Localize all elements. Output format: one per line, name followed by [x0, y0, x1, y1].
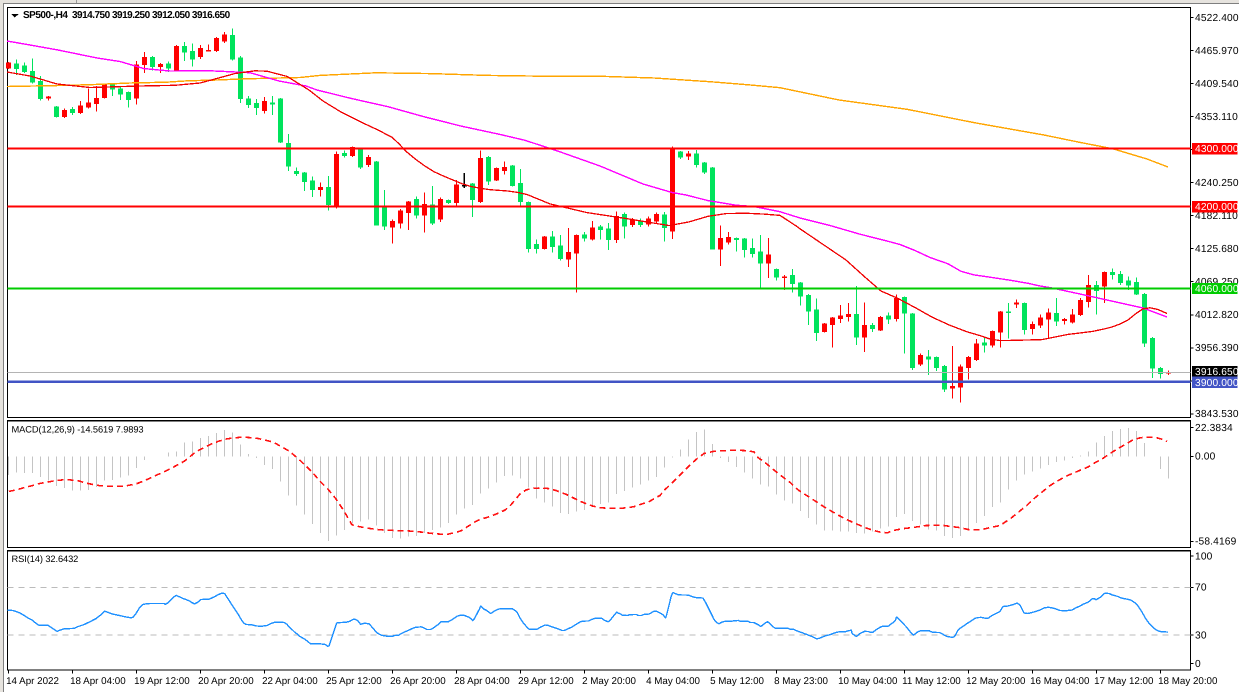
svg-text:4409.540: 4409.540: [1195, 79, 1239, 90]
svg-text:8 May 23:00: 8 May 23:00: [774, 676, 828, 687]
svg-text:100: 100: [1195, 552, 1213, 563]
svg-text:0: 0: [1195, 659, 1201, 670]
svg-text:25 Apr 12:00: 25 Apr 12:00: [326, 676, 382, 687]
svg-text:MACD(12,26,9) -14.5619 7.9893: MACD(12,26,9) -14.5619 7.9893: [12, 425, 144, 435]
svg-text:17 May 12:00: 17 May 12:00: [1094, 676, 1154, 687]
svg-text:3916.650: 3916.650: [1195, 367, 1239, 378]
svg-text:SP500-,H4 3914.750 3919.250 3: SP500-,H4 3914.750 3919.250 3912.050 391…: [23, 10, 231, 21]
svg-text:29 Apr 12:00: 29 Apr 12:00: [518, 676, 574, 687]
svg-text:22 Apr 04:00: 22 Apr 04:00: [262, 676, 318, 687]
svg-text:12 May 20:00: 12 May 20:00: [966, 676, 1026, 687]
svg-text:2 May 20:00: 2 May 20:00: [582, 676, 636, 687]
svg-text:4 May 04:00: 4 May 04:00: [646, 676, 700, 687]
svg-text:4522.400: 4522.400: [1195, 13, 1239, 24]
svg-text:3956.390: 3956.390: [1195, 343, 1239, 354]
svg-text:4200.000: 4200.000: [1195, 202, 1239, 213]
svg-text:4125.680: 4125.680: [1195, 244, 1239, 255]
svg-text:4465.970: 4465.970: [1195, 46, 1239, 57]
svg-text:4182.110: 4182.110: [1195, 211, 1238, 222]
svg-text:4069.250: 4069.250: [1195, 277, 1239, 288]
svg-text:11 May 12:00: 11 May 12:00: [902, 676, 961, 687]
svg-text:10 May 04:00: 10 May 04:00: [838, 676, 898, 687]
svg-text:30: 30: [1195, 630, 1207, 641]
svg-text:20 Apr 20:00: 20 Apr 20:00: [198, 676, 254, 687]
svg-text:4353.110: 4353.110: [1195, 112, 1238, 123]
svg-text:19 Apr 12:00: 19 Apr 12:00: [134, 676, 190, 687]
svg-text:0.00: 0.00: [1195, 452, 1216, 463]
svg-text:4240.250: 4240.250: [1195, 178, 1239, 189]
svg-text:4060.000: 4060.000: [1195, 284, 1239, 295]
svg-text:5 May 12:00: 5 May 12:00: [710, 676, 764, 687]
svg-text:70: 70: [1195, 583, 1207, 594]
svg-text:RSI(14) 32.6432: RSI(14) 32.6432: [12, 554, 79, 564]
svg-text:-58.4169: -58.4169: [1195, 537, 1237, 548]
svg-text:18 Apr 04:00: 18 Apr 04:00: [70, 676, 126, 687]
svg-text:28 Apr 04:00: 28 Apr 04:00: [454, 676, 510, 687]
svg-text:26 Apr 20:00: 26 Apr 20:00: [390, 676, 446, 687]
svg-text:16 May 04:00: 16 May 04:00: [1030, 676, 1090, 687]
svg-text:4300.000: 4300.000: [1195, 144, 1239, 155]
svg-text:4012.820: 4012.820: [1195, 310, 1239, 321]
svg-text:18 May 20:00: 18 May 20:00: [1158, 676, 1218, 687]
svg-text:3843.530: 3843.530: [1195, 409, 1239, 420]
svg-text:22.3834: 22.3834: [1195, 423, 1233, 434]
svg-text:3900.000: 3900.000: [1195, 378, 1239, 389]
svg-text:14 Apr 2022: 14 Apr 2022: [6, 676, 59, 687]
